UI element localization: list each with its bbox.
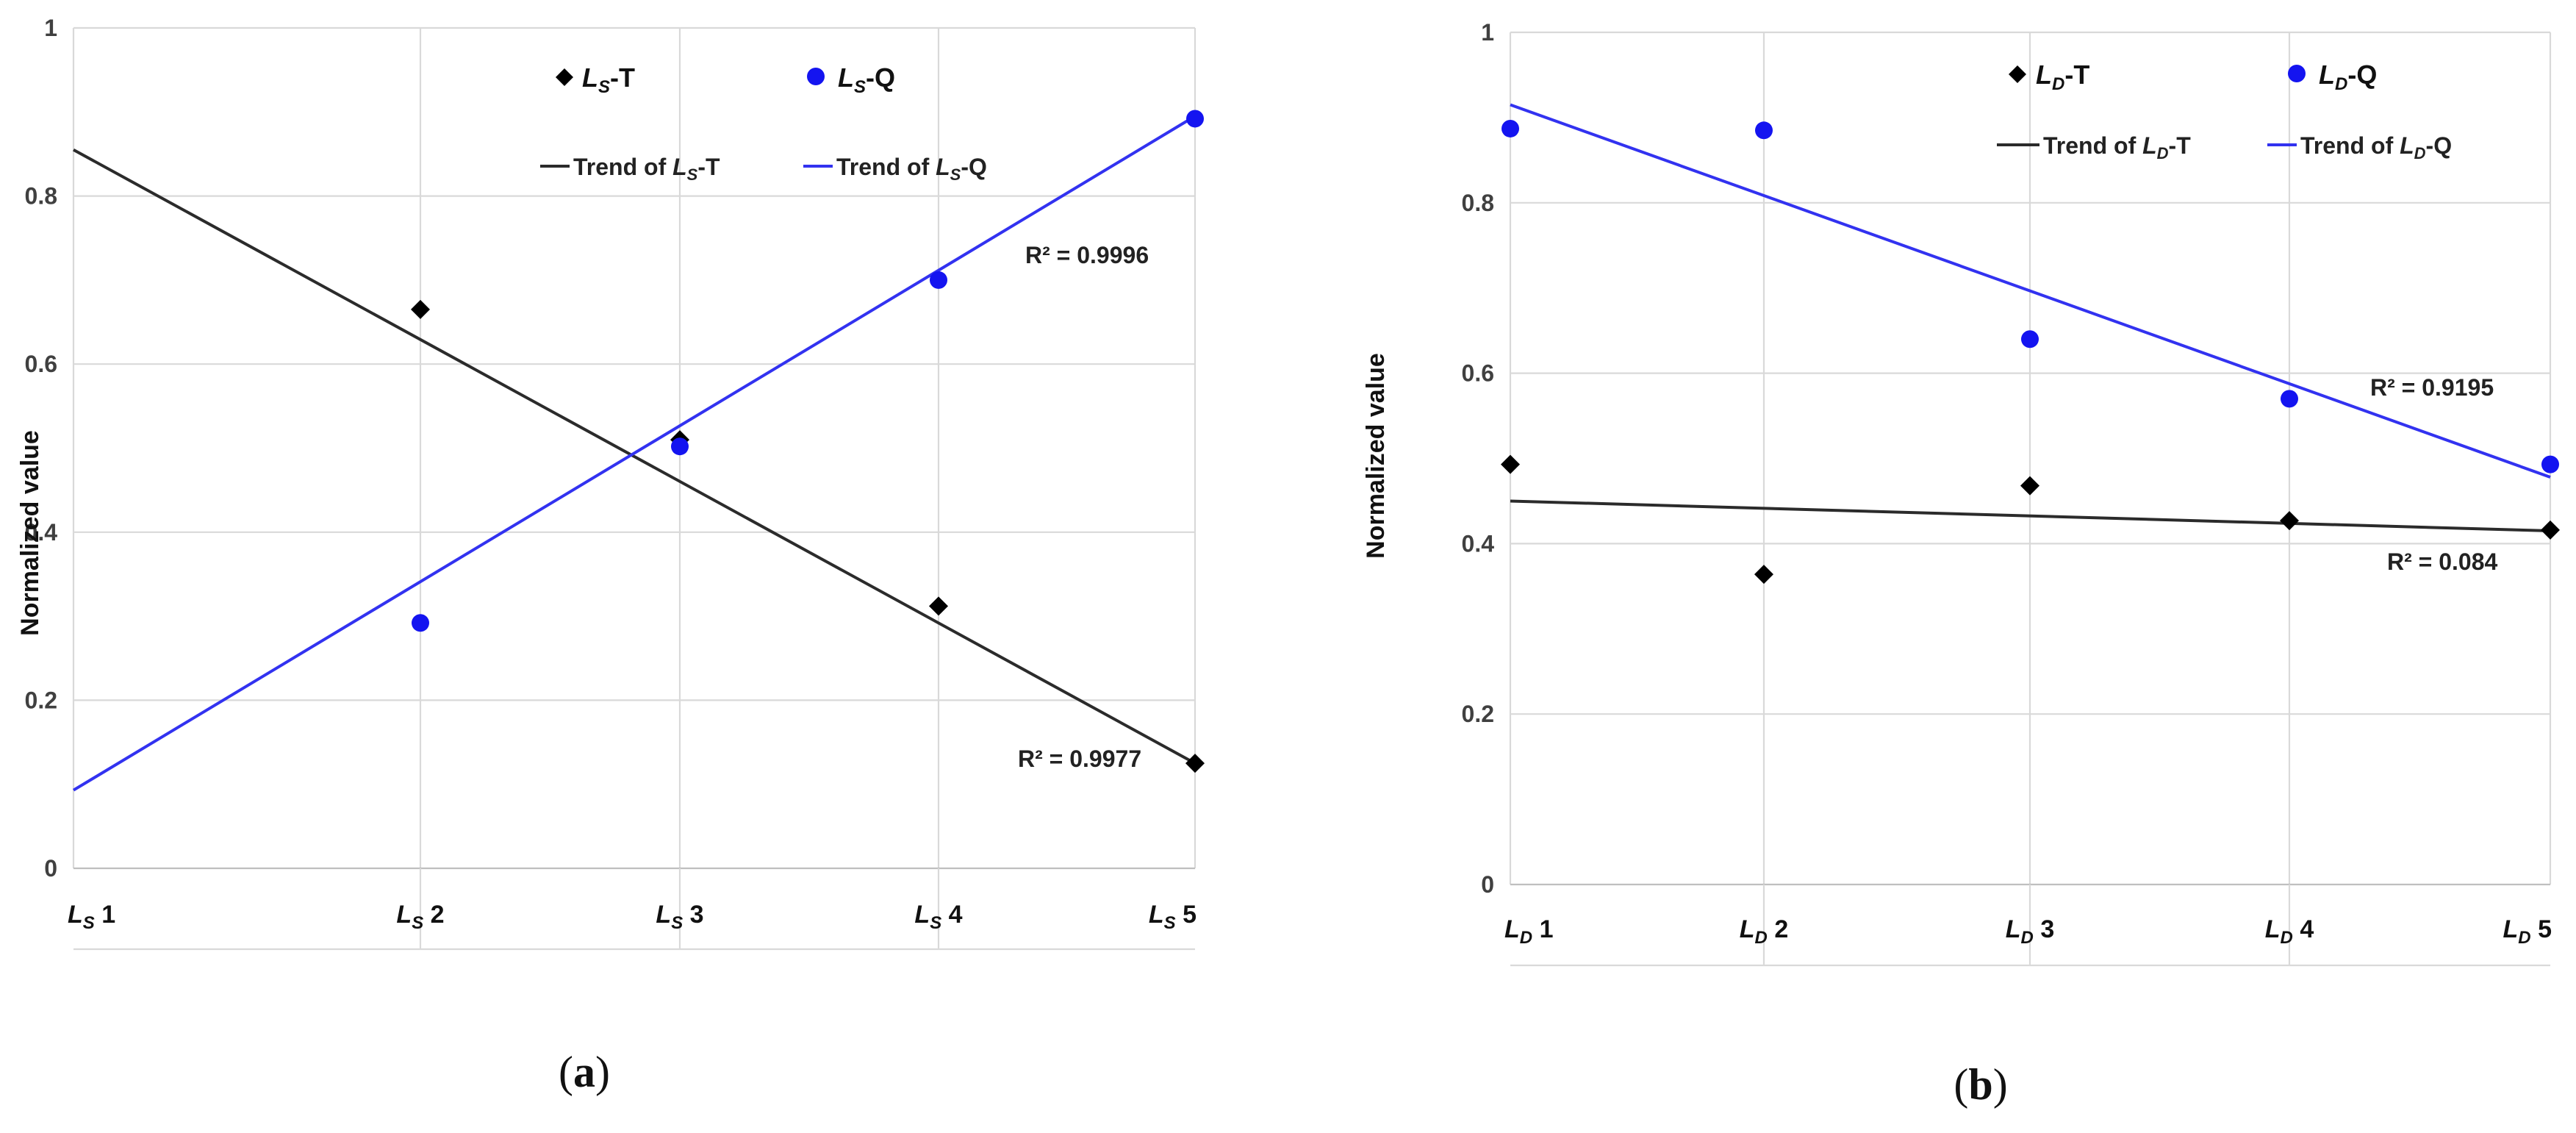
b-y-tick-label: 0.2 bbox=[1462, 701, 1494, 727]
a-x-category-label: LS 4 bbox=[914, 901, 962, 933]
a-legend-diamond-marker bbox=[556, 68, 573, 86]
b-x-category-labels: LD 1 LD 2 LD 3 LD 4 LD 5 bbox=[1504, 915, 2552, 948]
b-x-category-label: LD 3 bbox=[2006, 915, 2054, 948]
b-axes bbox=[1510, 883, 2550, 967]
b-legend: LD-T LD-Q Trend of LD-T Trend of LD-Q bbox=[1997, 60, 2452, 162]
b-caption: (b) bbox=[1953, 1060, 2007, 1109]
a-y-tick-label: 0.2 bbox=[25, 687, 57, 713]
a-x-category-labels: LS 1 LS 2 LS 3 LS 4 LS 5 bbox=[68, 901, 1196, 933]
panel-b: 0 0.2 0.4 0.6 0.8 1 LD 1 LD 2 LD 3 LD 4 LD 5 Norm… bbox=[1362, 19, 2560, 1109]
a-y-tick-labels: 0 0.2 0.4 0.6 0.8 1 bbox=[25, 15, 58, 882]
b-point-Q-4 bbox=[2281, 390, 2298, 408]
a-axes bbox=[73, 867, 1195, 951]
b-trendlines bbox=[1510, 103, 2551, 533]
b-legend-circle-marker bbox=[2288, 65, 2306, 82]
a-point-Q-3 bbox=[671, 437, 689, 456]
svg-text:Trend of LS-T: Trend of LS-T bbox=[573, 154, 720, 184]
b-point-Q-1 bbox=[1502, 119, 1519, 137]
a-y-tick-label: 0.4 bbox=[25, 519, 58, 546]
svg-text:Trend of LD-Q: Trend of LD-Q bbox=[2300, 132, 2452, 162]
a-legend: LS-T LS-Q Trend of LS-T Trend of LS-Q bbox=[540, 62, 987, 184]
b-y-axis-label: Normalized value bbox=[1362, 353, 1390, 559]
a-legend-item-trend-Q: Trend of LS-Q bbox=[803, 154, 987, 184]
a-x-category-label: LS 3 bbox=[656, 901, 703, 933]
a-legend-item-trend-T: Trend of LS-T bbox=[540, 154, 720, 184]
b-point-Q-3 bbox=[2021, 330, 2039, 349]
b-r2-label-T: R² = 0.084 bbox=[2387, 548, 2498, 575]
a-x-category-label: LS 2 bbox=[396, 901, 444, 933]
b-y-tick-label: 0.6 bbox=[1462, 360, 1494, 387]
b-x-category-label: LD 4 bbox=[2265, 915, 2314, 948]
b-legend-item-trend-T: Trend of LD-T bbox=[1997, 132, 2191, 162]
b-point-Q-2 bbox=[1755, 121, 1773, 140]
a-point-Q-2 bbox=[412, 614, 429, 632]
b-point-T-5 bbox=[2541, 520, 2560, 540]
a-y-tick-label: 0.8 bbox=[25, 183, 57, 210]
a-caption: (a) bbox=[559, 1048, 610, 1096]
b-x-category-label: LD 5 bbox=[2503, 915, 2552, 948]
a-y-tick-label: 0.6 bbox=[25, 351, 57, 377]
svg-text:LS-Q: LS-Q bbox=[838, 62, 895, 97]
a-point-T-2 bbox=[411, 299, 430, 319]
a-point-Q-5 bbox=[1186, 110, 1204, 128]
a-point-Q-4 bbox=[930, 271, 947, 289]
a-legend-item-T: LS-T bbox=[556, 62, 635, 97]
a-gridlines bbox=[72, 26, 1196, 868]
svg-text:Trend of LS-Q: Trend of LS-Q bbox=[836, 154, 987, 184]
b-data-points bbox=[1501, 119, 2560, 585]
a-y-tick-label: 0 bbox=[44, 855, 57, 882]
a-point-T-5 bbox=[1185, 754, 1205, 773]
b-x-category-label: LD 1 bbox=[1504, 915, 1553, 948]
b-point-T-1 bbox=[1501, 454, 1520, 474]
a-legend-item-Q: LS-Q bbox=[807, 62, 895, 97]
b-r2-label-Q: R² = 0.9195 bbox=[2370, 374, 2494, 401]
b-point-Q-5 bbox=[2541, 455, 2559, 473]
b-point-T-2 bbox=[1754, 565, 1773, 585]
a-x-category-label: LS 5 bbox=[1149, 901, 1196, 933]
a-r2-label-T: R² = 0.9977 bbox=[1018, 746, 1141, 772]
svg-text:Trend of LD-T: Trend of LD-T bbox=[2043, 132, 2191, 162]
b-trendline-T bbox=[1510, 499, 2551, 533]
b-y-tick-labels: 0 0.2 0.4 0.6 0.8 1 bbox=[1462, 19, 1495, 898]
svg-text:LD-T: LD-T bbox=[2036, 60, 2089, 94]
b-legend-item-T: LD-T bbox=[2009, 60, 2089, 94]
b-legend-item-Q: LD-Q bbox=[2288, 60, 2377, 94]
b-legend-item-trend-Q: Trend of LD-Q bbox=[2267, 132, 2452, 162]
b-y-tick-label: 0.8 bbox=[1462, 190, 1494, 216]
svg-text:LS-T: LS-T bbox=[582, 62, 635, 97]
b-x-category-label: LD 2 bbox=[1740, 915, 1788, 948]
a-trendline-Q bbox=[72, 115, 1196, 792]
b-point-T-4 bbox=[2280, 511, 2299, 531]
a-point-T-4 bbox=[929, 596, 948, 616]
b-trendline-Q bbox=[1510, 103, 2551, 479]
b-y-tick-label: 0 bbox=[1481, 871, 1494, 898]
a-x-category-label: LS 1 bbox=[68, 901, 115, 933]
b-point-T-3 bbox=[2020, 476, 2039, 496]
a-legend-circle-marker bbox=[807, 68, 825, 85]
panel-a: 0 0.2 0.4 0.6 0.8 1 LS 1 LS 2 LS 3 LS 4 LS 5 Norm… bbox=[16, 15, 1205, 1096]
a-trendline-T bbox=[73, 148, 1196, 765]
a-y-tick-label: 1 bbox=[44, 15, 57, 41]
b-y-tick-label: 0.4 bbox=[1462, 530, 1495, 557]
a-r2-label-Q: R² = 0.9996 bbox=[1025, 242, 1149, 268]
b-y-tick-label: 1 bbox=[1481, 19, 1494, 46]
a-data-points bbox=[411, 110, 1205, 773]
b-legend-diamond-marker bbox=[2009, 65, 2026, 83]
a-trendlines bbox=[72, 115, 1196, 792]
a-y-axis-label: Normalized value bbox=[16, 430, 44, 636]
svg-text:LD-Q: LD-Q bbox=[2319, 60, 2377, 94]
